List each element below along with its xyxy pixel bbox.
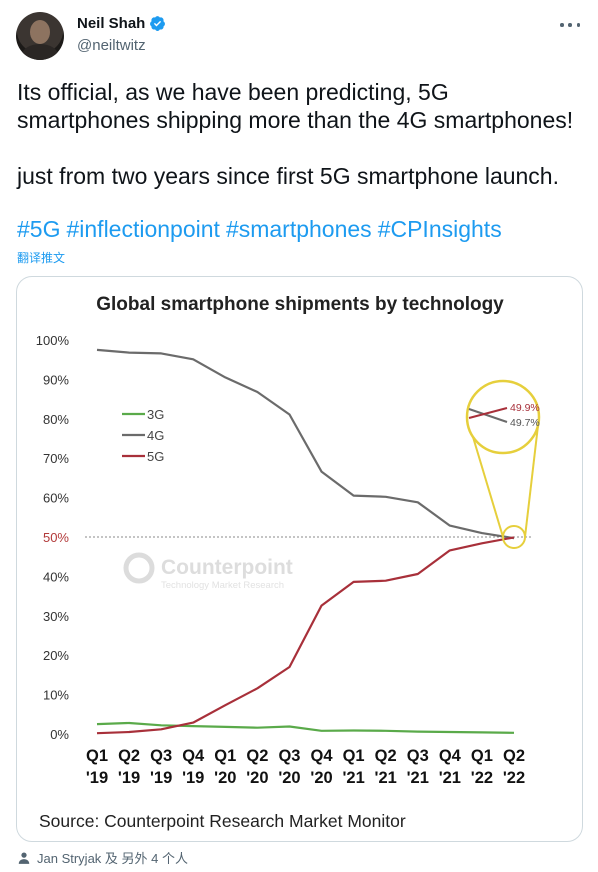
x-tick-label: '21 [407, 769, 429, 787]
x-tick-label: Q3 [150, 747, 172, 765]
legend-label: 3G [147, 407, 164, 422]
author-name-row: Neil Shah [77, 15, 166, 32]
x-tick-label: '21 [439, 769, 461, 787]
line-chart: Global smartphone shipments by technolog… [36, 294, 541, 831]
y-tick-label: 90% [43, 372, 69, 387]
x-tick-label: Q4 [311, 747, 334, 765]
tweet-text-line: smartphones shipping more than the 4G sm… [17, 107, 574, 133]
x-tick-label: Q2 [375, 747, 397, 765]
liked-by-row[interactable]: Jan Stryjak 及 另外 4 个人 [17, 848, 188, 867]
x-tick-label: Q4 [182, 747, 205, 765]
hashtag-link[interactable]: #5G [17, 216, 61, 242]
author-avatar[interactable] [16, 12, 64, 60]
x-tick-label: '20 [278, 769, 300, 787]
y-tick-label: 0% [50, 727, 69, 742]
hashtag-link[interactable]: #CPInsights [377, 216, 502, 242]
x-tick-label: Q1 [343, 747, 365, 765]
hashtag-link[interactable]: #inflectionpoint [66, 216, 220, 242]
x-tick-label: Q3 [407, 747, 429, 765]
x-tick-label: Q1 [86, 747, 108, 765]
author-display-name[interactable]: Neil Shah [77, 15, 146, 32]
zoom-line-5g [468, 407, 508, 419]
x-tick-label: '20 [246, 769, 268, 787]
tweet-text-line: just from two years since first 5G smart… [17, 163, 559, 189]
legend-label: 5G [147, 449, 164, 464]
tweet-text-line: Its official, as we have been predicting… [17, 79, 449, 105]
zoom-line-4g [468, 408, 508, 423]
watermark-text: Counterpoint [161, 556, 293, 579]
x-tick-label: Q2 [246, 747, 268, 765]
x-tick-label: Q4 [439, 747, 462, 765]
x-tick-label: '22 [503, 769, 525, 787]
translate-tweet-link[interactable]: 翻译推文 [17, 251, 66, 265]
x-tick-label: Q3 [278, 747, 300, 765]
watermark-subtext: Technology Market Research [161, 580, 284, 591]
x-tick-label: '21 [375, 769, 397, 787]
verified-badge-icon [150, 16, 166, 31]
series-line-5g [96, 536, 515, 735]
chart-source: Source: Counterpoint Research Market Mon… [39, 811, 406, 831]
x-tick-label: '19 [86, 769, 108, 787]
y-tick-label: 50% [43, 530, 69, 545]
hashtag-row: #5G #inflectionpoint #smartphones #CPInsigh… [17, 216, 508, 243]
y-tick-label: 100% [36, 333, 70, 348]
x-tick-label: '19 [150, 769, 172, 787]
highlight-zoom-circle [465, 379, 541, 455]
x-tick-label: '19 [182, 769, 204, 787]
chart-title: Global smartphone shipments by technolog… [96, 294, 504, 315]
author-handle[interactable]: @neiltwitz [77, 37, 146, 54]
x-tick-label: '19 [118, 769, 140, 787]
callout-label-5g: 49.9% [510, 402, 540, 414]
highlight-connector-right [524, 416, 540, 538]
x-tick-label: '22 [471, 769, 493, 787]
person-icon [18, 851, 30, 864]
series-line-4g [96, 348, 515, 540]
tweet-media-chart[interactable]: Global smartphone shipments by technolog… [16, 276, 583, 842]
callout-label-4g: 49.7% [510, 417, 540, 429]
y-tick-label: 20% [43, 648, 69, 663]
x-tick-label: Q2 [118, 747, 140, 765]
watermark-logo-icon [123, 552, 155, 584]
y-tick-label: 30% [43, 609, 69, 624]
y-tick-label: 60% [43, 491, 69, 506]
more-dots-icon[interactable] [560, 18, 580, 32]
x-tick-label: '20 [310, 769, 332, 787]
y-tick-label: 10% [43, 688, 69, 703]
x-tick-label: '21 [342, 769, 364, 787]
hashtag-link[interactable]: #smartphones [225, 216, 372, 242]
liked-by-text: Jan Stryjak 及 另外 4 个人 [37, 851, 188, 866]
legend-label: 4G [147, 428, 164, 443]
series-line-3g [96, 721, 515, 734]
y-tick-label: 80% [43, 412, 69, 427]
x-tick-label: Q1 [214, 747, 236, 765]
y-tick-label: 40% [43, 569, 69, 584]
x-tick-label: Q2 [503, 747, 525, 765]
x-tick-label: Q1 [471, 747, 493, 765]
y-tick-label: 70% [43, 451, 69, 466]
x-tick-label: '20 [214, 769, 236, 787]
